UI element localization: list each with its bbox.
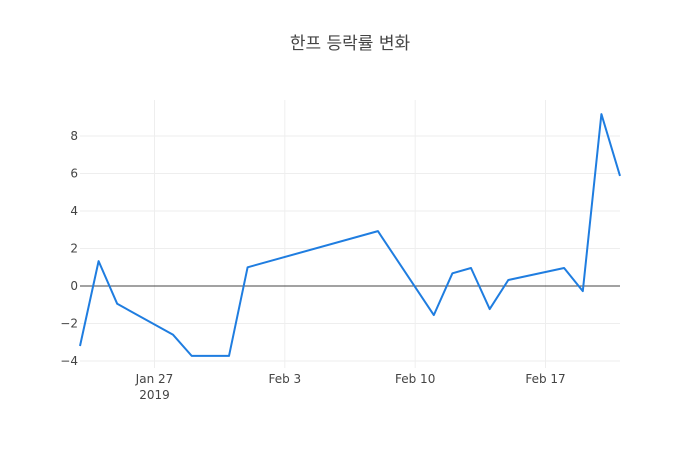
- x-tick-label: Feb 3: [268, 372, 301, 386]
- x-tick-sublabel: 2019: [139, 388, 170, 402]
- x-tick-label: Jan 27: [135, 372, 174, 386]
- y-tick-label: 8: [70, 129, 78, 143]
- y-tick-label: 0: [70, 279, 78, 293]
- y-tick-label: 2: [70, 242, 78, 256]
- y-tick-label: 4: [70, 204, 78, 218]
- x-gridlines: [153, 100, 547, 368]
- series-line[interactable]: [79, 113, 621, 357]
- x-axis-tick-labels: Jan 27 2019 Feb 3 Feb 10 Feb 17: [135, 372, 566, 402]
- y-tick-label: −2: [60, 317, 78, 331]
- y-tick-label: −4: [60, 354, 78, 368]
- y-gridlines: [80, 135, 620, 362]
- chart-title: 한프 등락률 변화: [290, 34, 411, 54]
- x-tick-label: Feb 10: [395, 372, 435, 386]
- y-axis-tick-labels: −4 −2 0 2 4 6 8: [60, 129, 78, 368]
- y-tick-label: 6: [70, 167, 78, 181]
- x-tick-label: Feb 17: [525, 372, 565, 386]
